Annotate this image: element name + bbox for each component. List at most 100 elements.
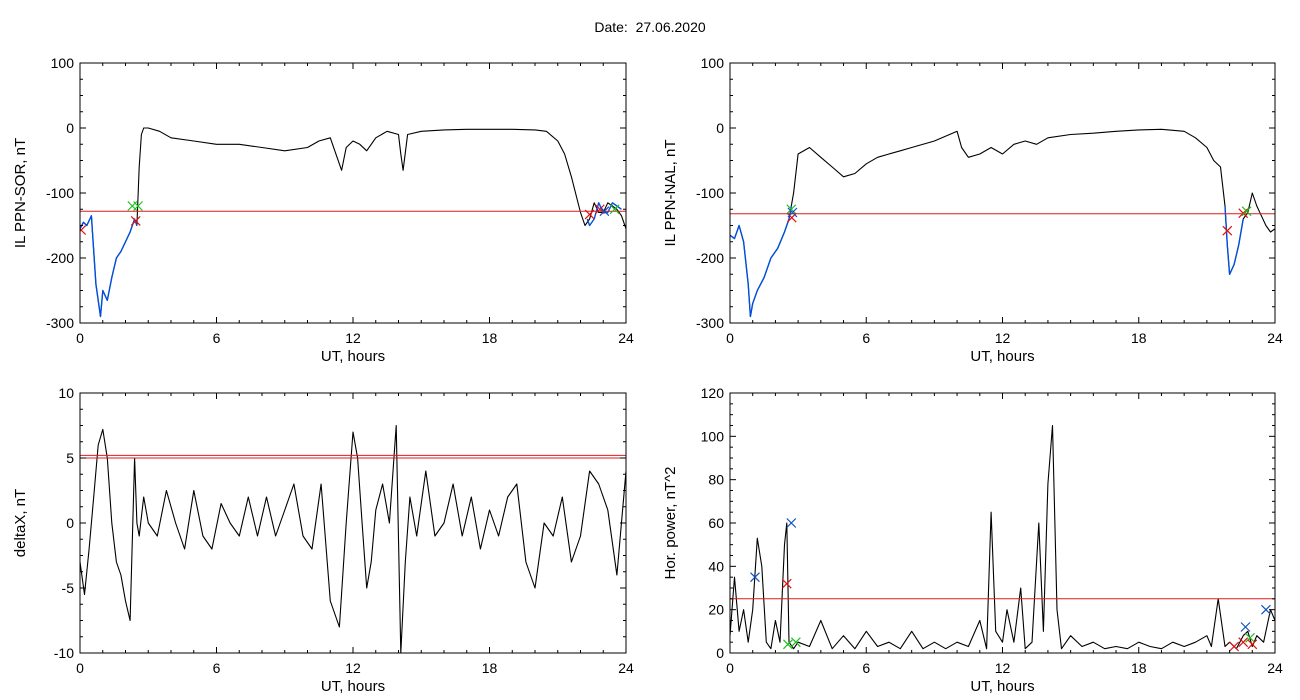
plot-area: [730, 128, 1275, 318]
x-tick-label: 18: [482, 660, 498, 676]
marker-green-5: [1241, 206, 1252, 217]
marker-stroke: [584, 209, 595, 220]
y-axis-label: IL PPN-NAL, nT: [662, 140, 679, 247]
series-trace-0: [80, 424, 626, 653]
marker-green-2: [133, 201, 143, 211]
y-tick-label: -200: [696, 250, 724, 266]
date-header: Date: 27.06.2020: [0, 19, 1300, 35]
marker-stroke: [1245, 632, 1255, 643]
marker-blue-3: [786, 518, 797, 528]
marker-stroke: [781, 578, 792, 589]
marker-stroke: [750, 572, 760, 583]
marker-stroke: [609, 204, 620, 215]
marker-blue-0: [750, 572, 760, 583]
series-highlight-1: [730, 205, 792, 318]
y-tick-label: -5: [62, 580, 75, 596]
axes-frame: [729, 62, 1276, 324]
x-tick-label: 6: [213, 330, 221, 346]
y-tick-label: 0: [716, 645, 724, 661]
marker-stroke: [786, 518, 797, 528]
series-highlight-2: [1224, 205, 1244, 275]
x-tick-label: 0: [726, 330, 734, 346]
x-tick-label: 24: [618, 330, 634, 346]
x-tick-label: 6: [213, 660, 221, 676]
marker-stroke: [1238, 637, 1249, 648]
marker-stroke: [790, 637, 801, 648]
plot-area: [730, 424, 1275, 652]
series-highlight-1: [80, 215, 138, 318]
marker-red-4: [1238, 208, 1249, 219]
x-axis-label: UT, hours: [321, 348, 385, 365]
axes-frame: [79, 62, 627, 324]
marker-red-5: [1229, 641, 1240, 652]
marker-blue-7: [1240, 622, 1251, 632]
marker-stroke: [80, 225, 87, 233]
marker-red-3: [130, 216, 141, 226]
marker-stroke: [133, 201, 143, 211]
panel-top-left: 0 6 12 18 24 -300 -200 -100 0 100 UT, hours IL PPN-…: [12, 55, 634, 365]
panel-bottom-right: 0 6 12 18 24 0 20 40 60 80 100 120 UT, hours Hor. pow…: [662, 385, 1283, 695]
x-tick-label: 6: [862, 660, 870, 676]
marker-red-4: [584, 209, 595, 220]
y-tick-label: -100: [46, 185, 74, 201]
y-axis-label: IL PPN-SOR, nT: [12, 138, 29, 248]
y-tick-label: -200: [46, 250, 74, 266]
x-tick-label: 18: [1131, 660, 1147, 676]
marker-stroke: [594, 204, 605, 215]
marker-red-9: [1247, 639, 1258, 650]
marker-green-7: [609, 204, 620, 215]
y-tick-label: 100: [51, 55, 75, 71]
marker-blue-10: [1260, 604, 1271, 615]
marker-stroke: [1229, 641, 1240, 652]
y-tick-label: 0: [66, 515, 74, 531]
date-value: 27.06.2020: [635, 19, 706, 35]
y-tick-label: 100: [701, 55, 725, 71]
x-tick-label: 24: [1267, 330, 1283, 346]
y-tick-label: 60: [708, 515, 724, 531]
marker-stroke: [1222, 225, 1233, 236]
marker-green-2: [782, 639, 793, 650]
y-tick-label: 0: [66, 120, 74, 136]
panel-top-right: 0 6 12 18 24 -300 -200 -100 0 100 UT, hours IL PPN-…: [662, 55, 1283, 365]
series-trace-0: [730, 128, 1275, 318]
x-tick-label: 18: [1131, 330, 1147, 346]
y-tick-label: -100: [696, 185, 724, 201]
marker-green-0: [786, 204, 797, 215]
marker-stroke: [599, 206, 610, 217]
x-tick-label: 6: [862, 330, 870, 346]
x-tick-label: 12: [345, 330, 361, 346]
date-label: Date:: [594, 19, 628, 35]
x-tick-label: 0: [726, 660, 734, 676]
marker-blue-6: [599, 206, 610, 217]
marker-red-6: [1238, 637, 1249, 648]
series-trace-0: [80, 127, 626, 318]
y-tick-label: -300: [696, 315, 724, 331]
y-tick-label: 10: [58, 385, 74, 401]
marker-green-4: [790, 637, 801, 648]
plot-area: [80, 424, 626, 653]
marker-stroke: [782, 639, 793, 650]
series-trace-0: [730, 424, 1275, 650]
x-axis-label: UT, hours: [321, 678, 385, 695]
x-tick-label: 0: [76, 330, 84, 346]
marker-stroke: [130, 216, 141, 226]
marker-stroke: [786, 204, 797, 215]
x-tick-label: 12: [345, 660, 361, 676]
marker-stroke: [1260, 604, 1271, 615]
y-tick-label: 100: [701, 428, 725, 444]
series-highlight-2: [586, 202, 622, 227]
x-tick-label: 24: [1267, 660, 1283, 676]
marker-green-8: [1245, 632, 1255, 643]
y-tick-label: 120: [701, 385, 725, 401]
y-axis-label: Hor. power, nT^2: [662, 467, 679, 580]
marker-red-1: [781, 578, 792, 589]
y-tick-label: -10: [54, 645, 74, 661]
marker-red-3: [1222, 225, 1233, 236]
x-tick-label: 12: [995, 330, 1011, 346]
x-tick-label: 24: [618, 660, 634, 676]
y-axis-label: deltaX, nT: [12, 489, 29, 557]
marker-blue-2: [787, 207, 798, 218]
marker-red-0: [80, 225, 87, 235]
marker-stroke: [1247, 639, 1258, 650]
